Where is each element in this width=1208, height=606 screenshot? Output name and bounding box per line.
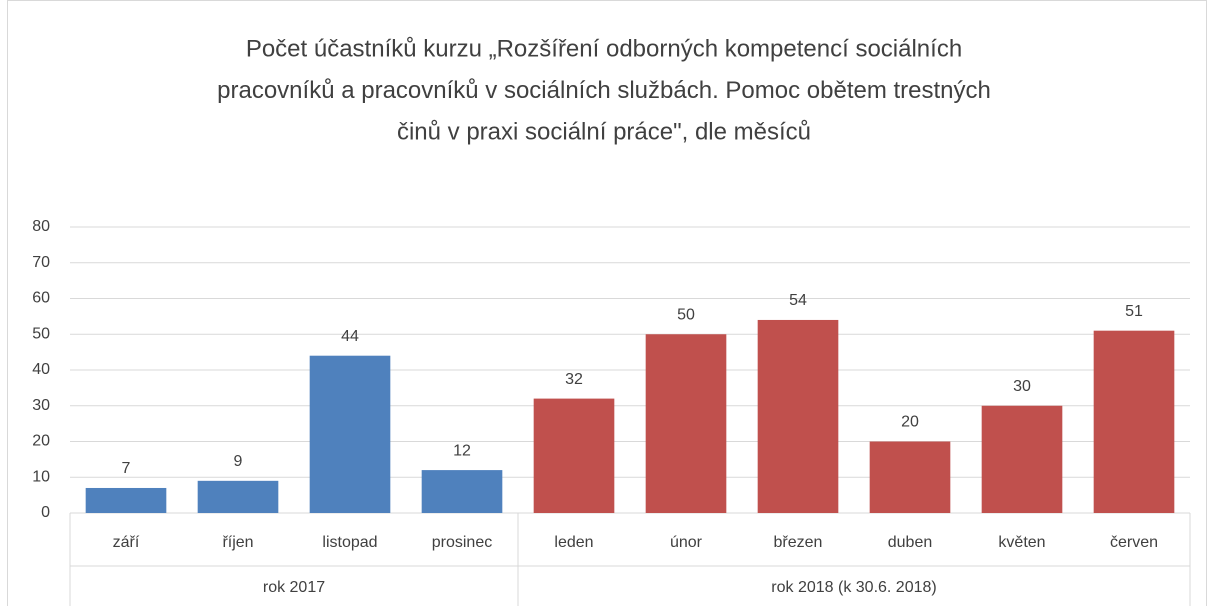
data-label: 51 [1125,303,1143,320]
y-tick-label: 30 [32,397,50,414]
bar [757,319,839,513]
data-label: 12 [453,442,471,459]
x-tick-label: červen [1110,534,1158,551]
y-tick-label: 40 [32,361,50,378]
bar [981,405,1063,513]
data-label: 30 [1013,378,1031,395]
x-tick-label: duben [888,534,933,551]
group-label: rok 2017 [263,579,325,596]
data-label: 44 [341,328,359,345]
data-label: 7 [122,460,131,477]
bar [197,480,279,513]
chart-title: Počet účastníků kurzu „Rozšíření odborný… [246,35,962,62]
chart-title: činů v praxi sociální práce", dle měsíců [397,118,811,145]
data-label: 54 [789,292,807,309]
x-tick-label: květen [998,534,1045,551]
y-tick-label: 60 [32,290,50,307]
bar [309,355,391,513]
y-tick-label: 10 [32,468,50,485]
bar [421,470,503,513]
bar [533,398,615,513]
y-tick-label: 70 [32,254,50,271]
x-tick-label: listopad [322,534,377,551]
y-tick-label: 80 [32,218,50,235]
y-tick-label: 50 [32,325,50,342]
x-tick-label: únor [670,534,703,551]
x-tick-label: leden [554,534,593,551]
bar [1093,330,1175,513]
bar [869,441,951,513]
data-label: 9 [234,453,243,470]
data-label: 32 [565,371,583,388]
group-label: rok 2018 (k 30.6. 2018) [771,579,936,596]
x-tick-label: březen [774,534,823,551]
x-tick-label: prosinec [432,534,492,551]
y-tick-label: 20 [32,433,50,450]
x-tick-label: říjen [222,534,253,551]
x-tick-label: září [113,534,140,551]
bar [85,487,167,513]
chart-title: pracovníků a pracovníků v sociálních slu… [217,77,991,104]
data-label: 50 [677,306,695,323]
data-label: 20 [901,414,919,431]
chart-border [7,0,1207,606]
bar [645,334,727,513]
y-tick-label: 0 [41,504,50,521]
